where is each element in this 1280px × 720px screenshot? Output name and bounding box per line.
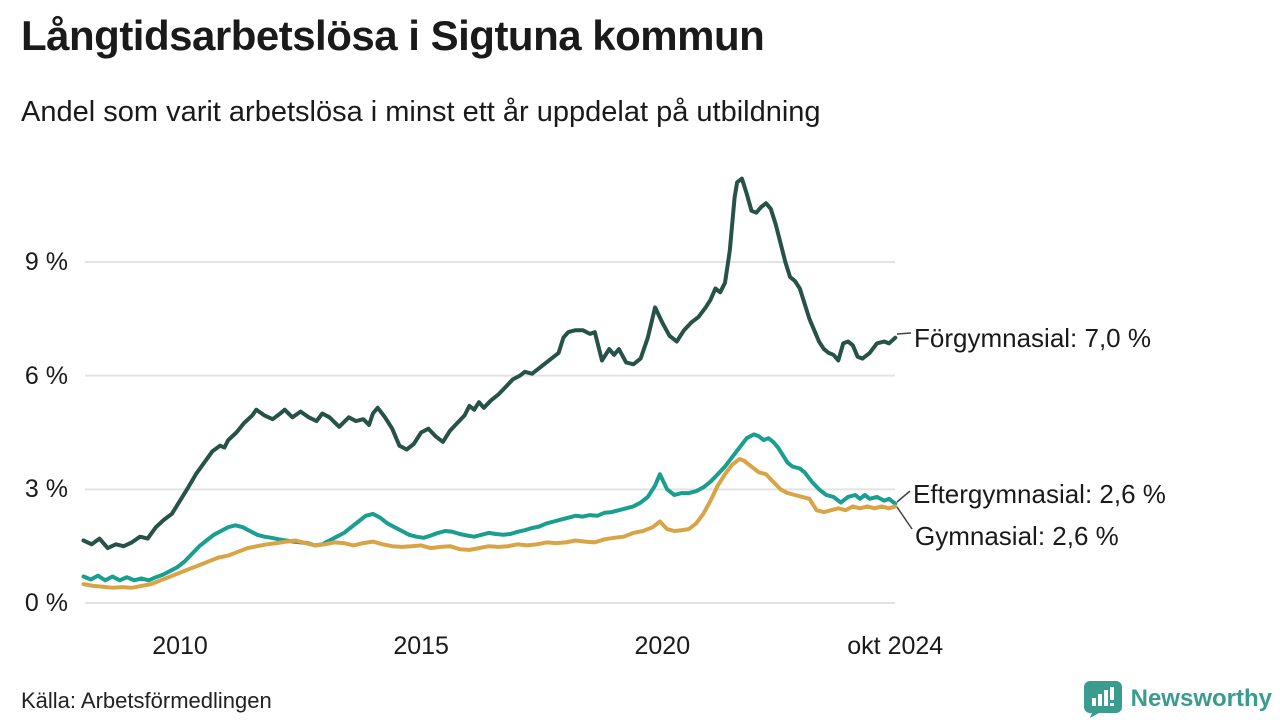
series-end-label-eftergymnasial: Eftergymnasial: 2,6 % xyxy=(913,479,1166,509)
page-title: Långtidsarbetslösa i Sigtuna kommun xyxy=(21,12,765,59)
speech-bubble-bar-chart-icon xyxy=(1083,681,1122,718)
x-axis-tick-label: 2010 xyxy=(152,632,208,660)
series-end-label-förgymnasial: Förgymnasial: 7,0 % xyxy=(914,323,1151,353)
series-end-label-gymnasial: Gymnasial: 2,6 % xyxy=(915,521,1119,551)
source-note: Källa: Arbetsförmedlingen xyxy=(21,688,272,713)
series-line-förgymnasial xyxy=(81,176,898,551)
series-line-eftergymnasial xyxy=(81,432,898,583)
x-axis-tick-label: 2015 xyxy=(393,632,449,660)
y-axis-tick-label: 9 % xyxy=(24,247,68,276)
y-axis-tick-label: 6 % xyxy=(24,361,68,390)
label-connector xyxy=(896,490,911,503)
x-axis-tick-label: 2020 xyxy=(634,632,691,660)
newsworthy-wordmark: Newsworthy xyxy=(1130,685,1272,712)
newsworthy-branding: Newsworthy xyxy=(1083,680,1272,718)
page-subtitle: Andel som varit arbetslösa i minst ett å… xyxy=(21,96,821,128)
x-axis-tick-label: okt 2024 xyxy=(847,632,944,660)
y-axis-tick-label: 0 % xyxy=(24,589,68,617)
series-line-gymnasial xyxy=(81,457,898,590)
label-connector xyxy=(896,332,912,335)
label-connector xyxy=(896,506,913,530)
y-axis-tick-label: 3 % xyxy=(24,475,68,504)
